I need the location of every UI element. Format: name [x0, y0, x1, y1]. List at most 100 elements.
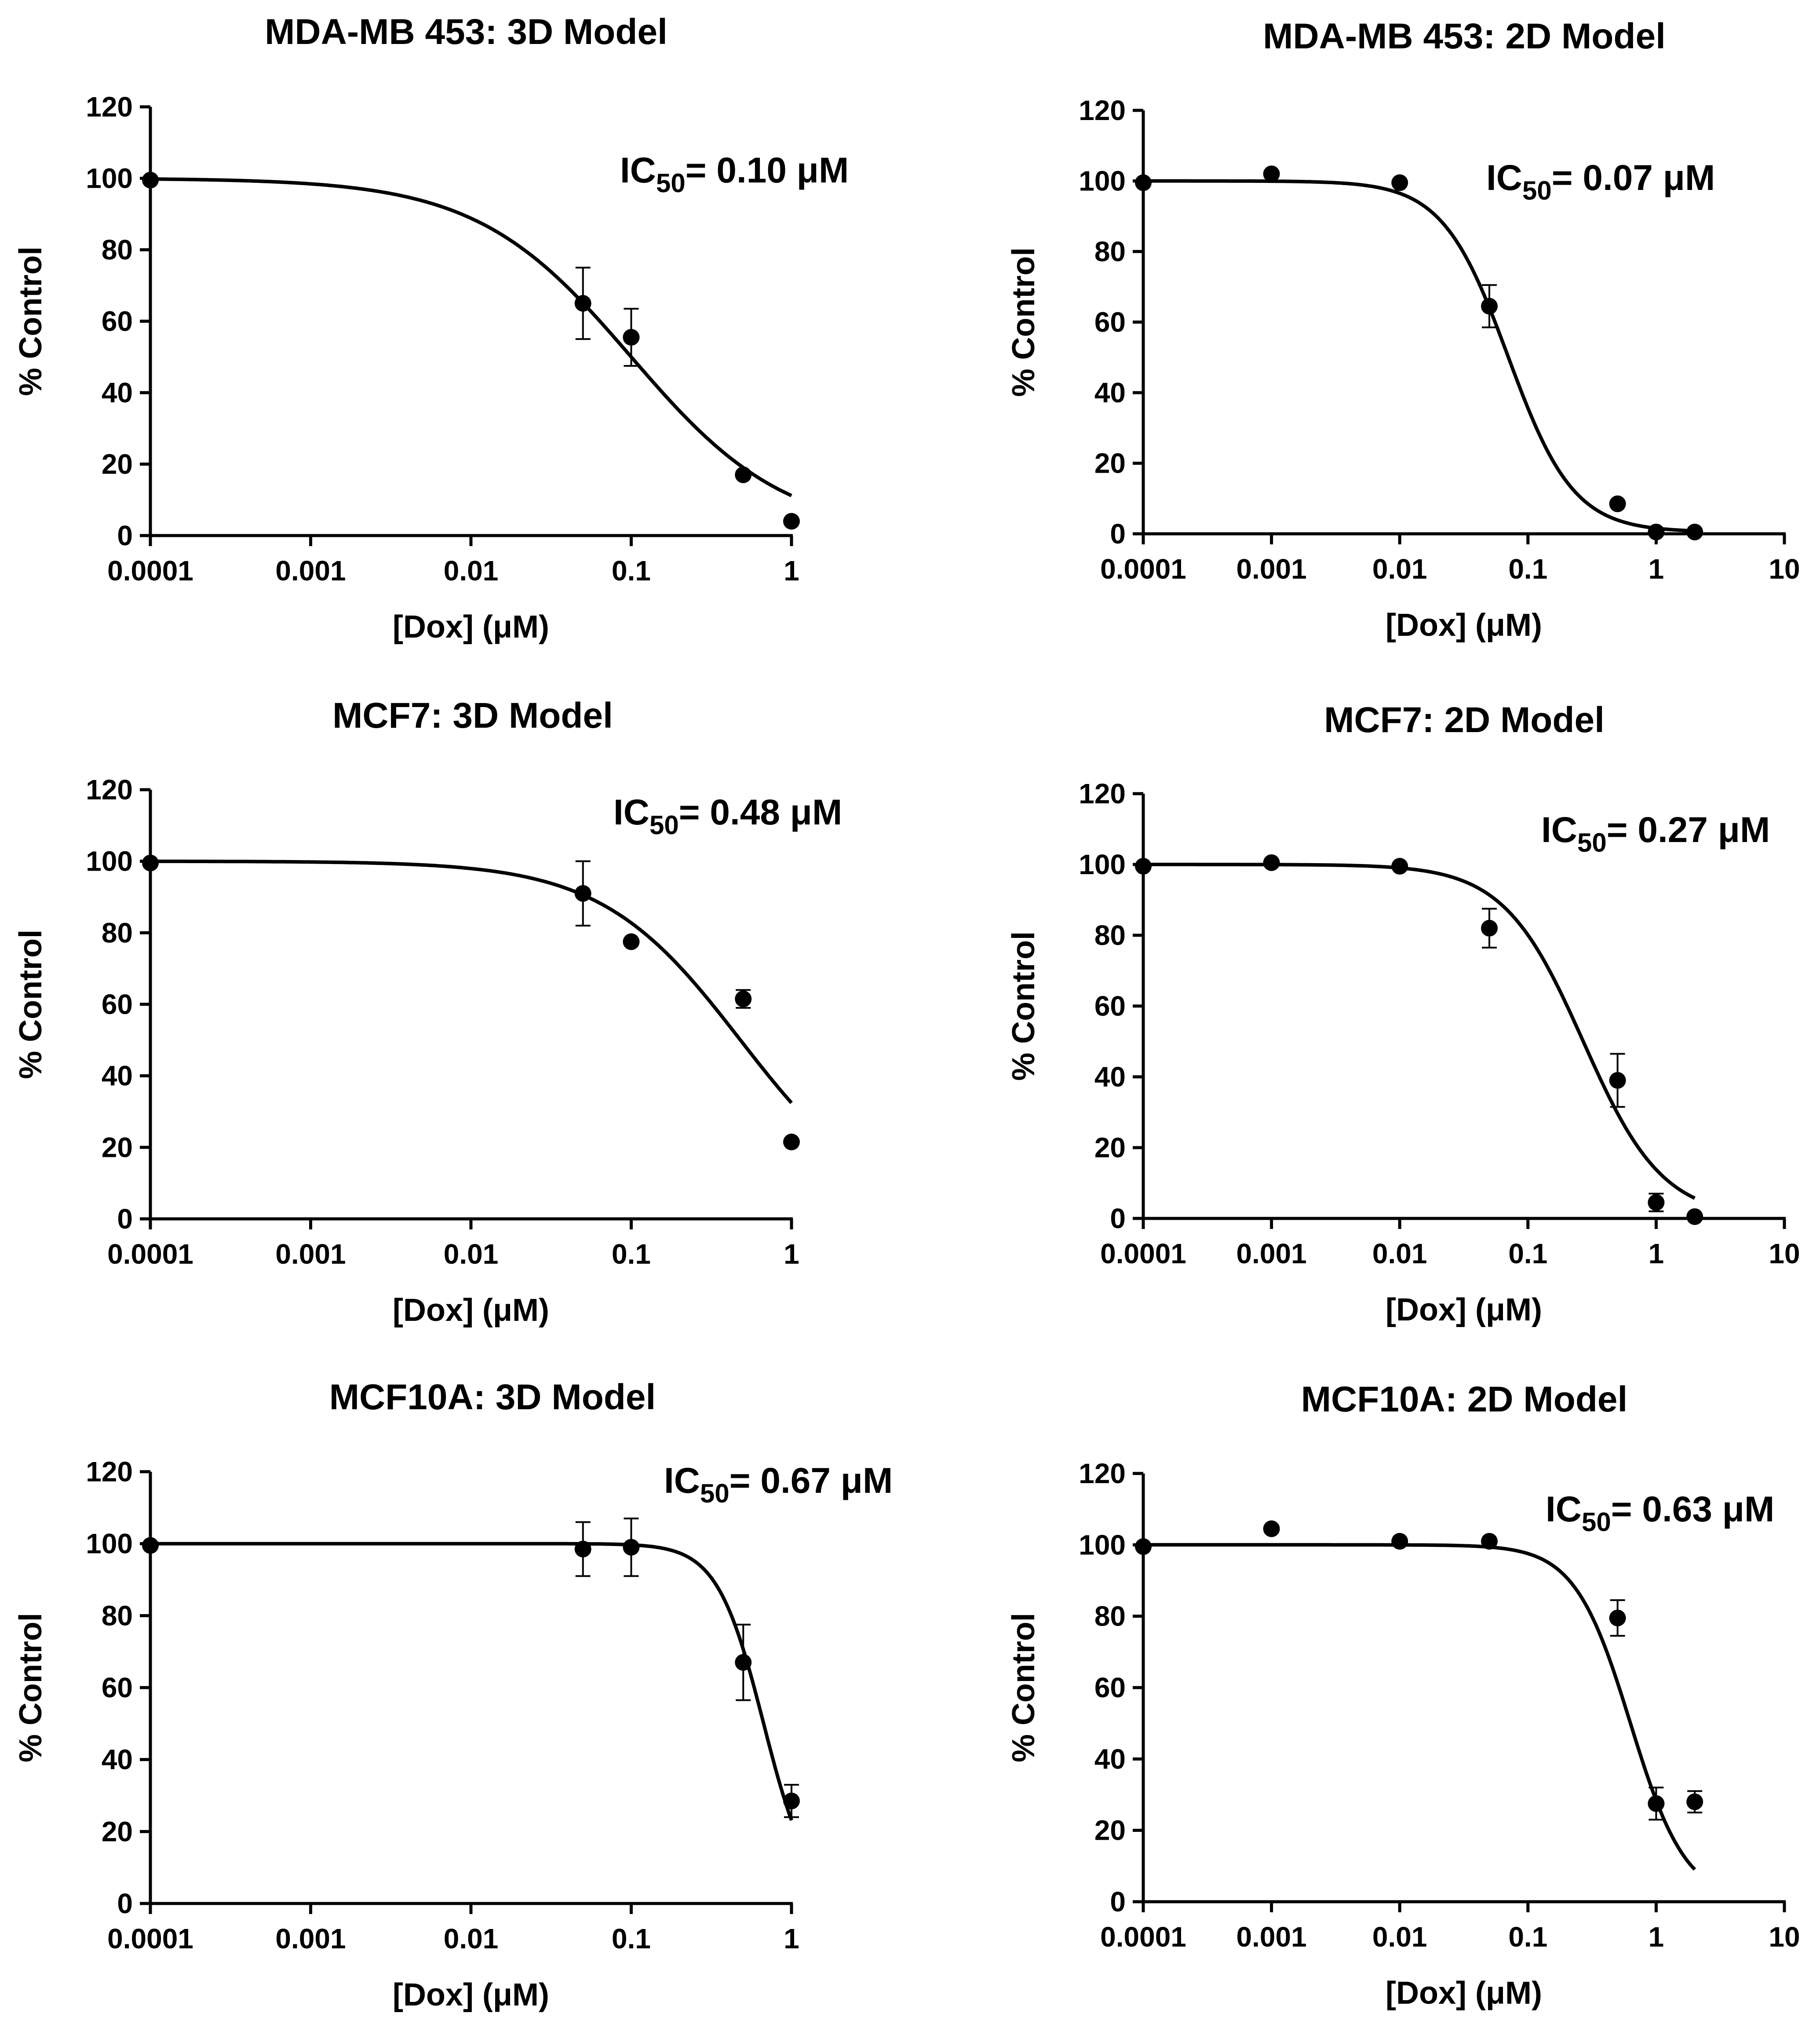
x-tick-label: 0.1 — [612, 555, 651, 587]
data-point — [1481, 919, 1498, 937]
y-tick-label: 0 — [1110, 518, 1126, 550]
y-tick-label: 100 — [1079, 849, 1126, 880]
data-point — [1609, 495, 1626, 512]
y-axis-label: % Control — [1006, 931, 1041, 1081]
y-tick-label: 0 — [1110, 1203, 1126, 1234]
data-point — [735, 1654, 752, 1671]
y-tick-label: 60 — [1094, 306, 1126, 338]
fit-curve — [150, 1542, 793, 1821]
x-tick-label: 1 — [1649, 1238, 1664, 1269]
data-point — [623, 933, 640, 950]
chart-title: MCF10A: 3D Model — [329, 1377, 656, 1417]
chart-panel-4: MCF7: 2D Model 0 20 40 60 80 100 120 0.0001 0.001… — [1006, 700, 1800, 1327]
data-point — [142, 171, 159, 189]
data-point — [623, 1539, 640, 1556]
data-point — [1391, 858, 1408, 875]
y-tick-label: 40 — [1094, 377, 1126, 408]
data-point — [1648, 523, 1665, 540]
data-point — [142, 854, 159, 871]
chart-title: MCF7: 2D Model — [1324, 700, 1605, 740]
y-axis-label: % Control — [13, 1613, 48, 1762]
data-point — [1609, 1609, 1626, 1626]
y-tick-label: 0 — [117, 520, 133, 551]
y-tick-label: 120 — [86, 1456, 133, 1488]
x-tick-label: 0.1 — [1508, 1238, 1547, 1269]
ic50-annotation: IC50= 0.63 μM — [1546, 1489, 1774, 1537]
y-tick-label: 80 — [102, 1600, 133, 1631]
x-axis-label: [Dox] (μM) — [1386, 1976, 1542, 2011]
y-tick-label: 60 — [102, 1672, 133, 1703]
fit-curve — [1143, 179, 1695, 533]
x-tick-label: 10 — [1769, 1921, 1800, 1953]
x-tick-label: 0.01 — [444, 1923, 499, 1954]
y-tick-label: 100 — [1079, 1529, 1126, 1561]
x-tick-label: 0.0001 — [107, 555, 193, 587]
y-axis-label: % Control — [13, 930, 48, 1079]
data-point — [1263, 165, 1280, 182]
x-tick-label: 0.001 — [275, 1238, 346, 1270]
data-point — [1135, 174, 1152, 191]
ic50-annotation: IC50= 0.27 μM — [1541, 810, 1770, 857]
data-point — [783, 1792, 800, 1809]
y-tick-label: 100 — [1079, 165, 1126, 197]
ic50-subscript: 50 — [1582, 1507, 1611, 1537]
x-tick-label: 0.1 — [1508, 553, 1547, 585]
y-tick-label: 100 — [86, 846, 133, 877]
chart-title: MCF10A: 2D Model — [1301, 1379, 1628, 1419]
x-tick-label: 0.1 — [1508, 1921, 1547, 1953]
y-tick-label: 20 — [1094, 448, 1126, 479]
data-point — [574, 1540, 591, 1557]
x-axis-label: [Dox] (μM) — [1386, 608, 1542, 643]
x-tick-label: 0.001 — [275, 555, 346, 587]
y-tick-label: 40 — [1094, 1743, 1126, 1775]
y-tick-label: 60 — [1094, 1672, 1126, 1703]
ic50-label: IC — [1546, 1489, 1582, 1529]
y-tick-label: 40 — [102, 377, 133, 408]
data-point — [1135, 858, 1152, 875]
ic50-subscript: 50 — [700, 1479, 729, 1508]
y-tick-label: 120 — [1079, 778, 1126, 809]
ic50-value: = 0.48 μM — [679, 792, 843, 832]
data-point — [1686, 523, 1703, 540]
y-tick-label: 80 — [1094, 236, 1126, 267]
x-tick-label: 10 — [1769, 553, 1800, 585]
y-tick-label: 120 — [1079, 95, 1126, 126]
x-tick-label: 0.01 — [444, 1238, 499, 1270]
y-axis-label: % Control — [1006, 248, 1041, 397]
ic50-value: = 0.07 μM — [1552, 158, 1715, 198]
y-axis-label: % Control — [13, 247, 48, 396]
data-point — [783, 513, 800, 530]
ic50-annotation: IC50= 0.67 μM — [664, 1461, 893, 1508]
chart-title: MDA-MB 453: 3D Model — [265, 12, 667, 52]
data-point — [1481, 298, 1498, 315]
y-tick-label: 20 — [1094, 1815, 1126, 1846]
y-tick-label: 20 — [102, 1816, 133, 1847]
x-tick-label: 1 — [784, 1923, 799, 1954]
ic50-subscript: 50 — [1522, 176, 1552, 205]
x-tick-label: 0.001 — [1236, 1238, 1307, 1269]
y-tick-label: 80 — [102, 917, 133, 948]
data-point — [735, 990, 752, 1007]
data-point — [1263, 1520, 1280, 1537]
y-tick-label: 100 — [86, 1528, 133, 1560]
data-point — [623, 329, 640, 346]
x-tick-label: 0.0001 — [1100, 1238, 1186, 1269]
fit-curve — [1143, 863, 1696, 1200]
x-tick-label: 0.0001 — [1100, 553, 1186, 585]
chart-panel-3: MCF7: 3D Model 0 20 40 60 80 100 120 0.0001 0.001… — [13, 696, 842, 1328]
data-point — [1648, 1795, 1665, 1812]
y-tick-label: 0 — [117, 1888, 133, 1919]
ic50-annotation: IC50= 0.07 μM — [1486, 158, 1715, 205]
ic50-annotation: IC50= 0.48 μM — [613, 792, 842, 840]
ic50-value: = 0.67 μM — [729, 1461, 893, 1501]
ic50-label: IC — [1541, 810, 1577, 850]
y-axis-label: % Control — [1006, 1613, 1041, 1762]
x-axis-label: [Dox] (μM) — [393, 1977, 549, 2013]
ic50-label: IC — [613, 792, 649, 832]
y-tick-label: 80 — [1094, 919, 1126, 951]
y-tick-label: 120 — [1079, 1458, 1126, 1489]
chart-panel-1: MDA-MB 453: 3D Model 0 20 40 60 80 100 120 0.000… — [13, 12, 849, 645]
x-tick-label: 0.0001 — [1100, 1921, 1186, 1953]
chart-panel-5: MCF10A: 3D Model 0 20 40 60 80 100 120 0.0001 0.0… — [13, 1377, 893, 2013]
